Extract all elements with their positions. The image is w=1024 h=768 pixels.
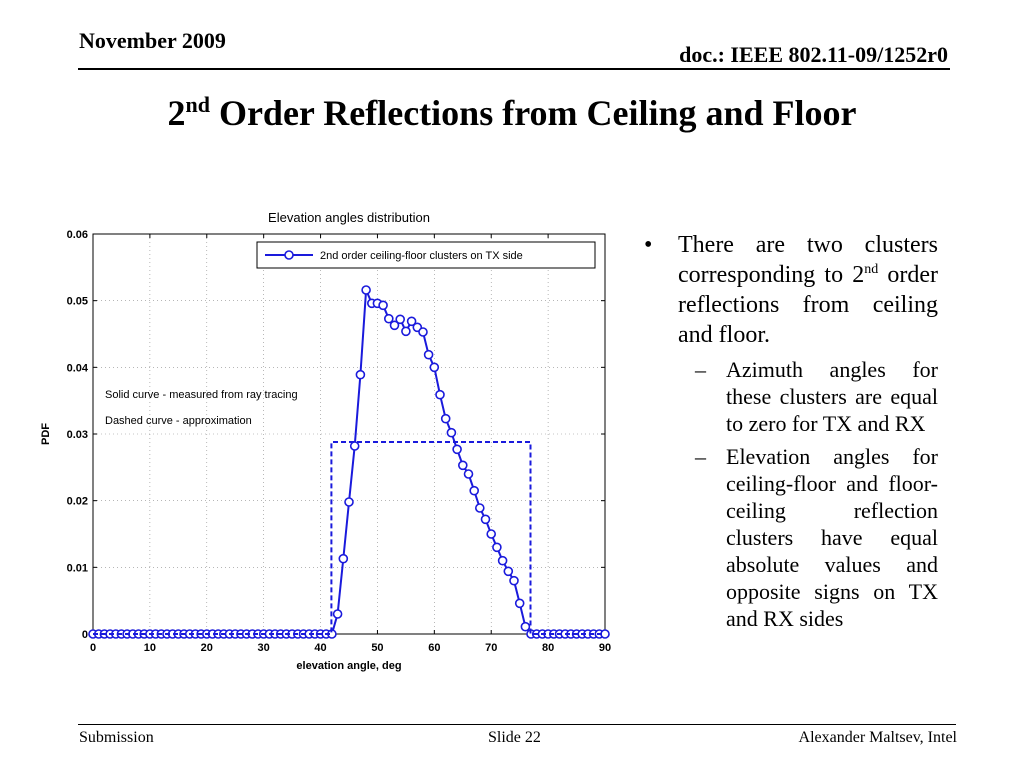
- data-point: [497, 555, 508, 566]
- x-axis-label: elevation angle, deg: [296, 660, 401, 672]
- y-tick-label: 0.03: [67, 429, 88, 441]
- data-point: [446, 427, 457, 438]
- y-axis-label: PDF: [40, 423, 52, 445]
- y-tick-label: 0.05: [67, 296, 88, 308]
- data-point: [429, 362, 440, 373]
- chart-grid: [93, 234, 605, 634]
- bullet-dot: •: [644, 232, 653, 258]
- bullet-dash: –: [695, 357, 706, 382]
- bullet-sub1-text: Azimuth angles for these clusters are eq…: [726, 357, 938, 436]
- bullet-main-text1: There are two clusters corresponding to …: [678, 232, 938, 288]
- data-point: [406, 316, 417, 327]
- data-point: [480, 514, 491, 525]
- header-divider: [78, 68, 950, 70]
- legend-label: 2nd order ceiling-floor clusters on TX s…: [320, 250, 523, 262]
- data-point: [401, 326, 411, 337]
- data-point: [418, 327, 428, 337]
- data-point: [503, 566, 514, 577]
- data-point: [600, 629, 610, 639]
- footer-divider: [78, 724, 956, 725]
- data-point: [435, 389, 445, 400]
- x-tick-label: 10: [144, 642, 156, 654]
- data-point: [338, 553, 349, 564]
- data-point: [395, 314, 406, 325]
- bullet-list: • There are two clusters corresponding to…: [640, 230, 938, 632]
- chart-series: [88, 285, 610, 639]
- x-tick-label: 60: [428, 642, 440, 654]
- chart-title: Elevation angles distribution: [268, 210, 430, 225]
- data-point: [355, 369, 366, 380]
- data-point: [332, 609, 343, 619]
- footer-submission: Submission: [79, 729, 154, 746]
- legend-box: [256, 241, 596, 269]
- bullet-sub-elevation: – Elevation angles for ceiling-floor and …: [640, 443, 938, 632]
- bullet-sub2-text: Elevation angles for ceiling-floor and f…: [726, 444, 938, 631]
- x-tick-label: 20: [201, 642, 213, 654]
- data-point: [509, 575, 519, 586]
- data-point: [463, 469, 474, 479]
- data-point: [389, 320, 400, 331]
- elevation-chart: 0 10 20 30 40 50 60 70 80 90 0 0.01 0.02 0.03 0.04 0.05…: [40, 210, 611, 672]
- y-tick-label: 0.04: [67, 362, 89, 374]
- data-point: [520, 621, 531, 632]
- y-tick-label: 0.02: [67, 496, 88, 508]
- data-point: [383, 313, 394, 324]
- x-tick-label: 0: [90, 642, 96, 654]
- data-point: [457, 460, 468, 471]
- y-tick-label: 0.01: [67, 562, 88, 574]
- approximation-curve: [93, 441, 605, 635]
- title-superscript: nd: [185, 92, 210, 117]
- bullet-dash: –: [695, 444, 706, 469]
- x-tick-label: 30: [258, 642, 270, 654]
- header-doc-id: doc.: IEEE 802.11-09/1252r0: [679, 42, 948, 67]
- data-point: [514, 598, 525, 609]
- slide-title: 2nd Order Reflections from Ceiling and F…: [0, 92, 1024, 134]
- x-tick-label: 50: [371, 642, 383, 654]
- data-point: [486, 529, 497, 539]
- annotation-solid-curve: Solid curve - measured from ray tracing: [105, 389, 298, 401]
- y-tick-label: 0: [82, 629, 88, 641]
- legend: 2nd order ceiling-floor clusters on TX s…: [256, 241, 596, 269]
- bullet-main-text2: order reflections from ceiling and floor…: [678, 262, 939, 348]
- data-point: [492, 542, 502, 553]
- data-point: [344, 497, 354, 507]
- x-tick-label: 70: [485, 642, 497, 654]
- footer-author: Alexander Maltsev, Intel: [798, 729, 957, 746]
- x-tick-label: 40: [314, 642, 326, 654]
- bullet-sub-azimuth: – Azimuth angles for these clusters are e…: [640, 356, 938, 437]
- data-point: [440, 413, 451, 424]
- bullet-main: • There are two clusters corresponding to…: [640, 230, 938, 350]
- data-point: [361, 285, 371, 295]
- annotation-dashed-curve: Dashed curve - approximation: [105, 415, 252, 427]
- data-point: [423, 349, 434, 360]
- title-rest: Order Reflections from Ceiling and Floor: [209, 93, 857, 133]
- title-prefix: 2: [167, 93, 186, 133]
- bullet-main-sup: nd: [864, 262, 879, 277]
- x-tick-label: 80: [542, 642, 554, 654]
- data-point: [452, 444, 462, 455]
- data-point: [474, 503, 485, 513]
- x-tick-label: 90: [599, 642, 611, 654]
- legend-marker: [284, 250, 294, 260]
- data-point: [349, 441, 360, 451]
- data-point: [378, 300, 388, 311]
- footer-slide-number: Slide 22: [488, 729, 541, 746]
- header-date: November 2009: [79, 28, 226, 53]
- y-tick-label: 0.06: [67, 229, 88, 241]
- data-point: [469, 485, 480, 496]
